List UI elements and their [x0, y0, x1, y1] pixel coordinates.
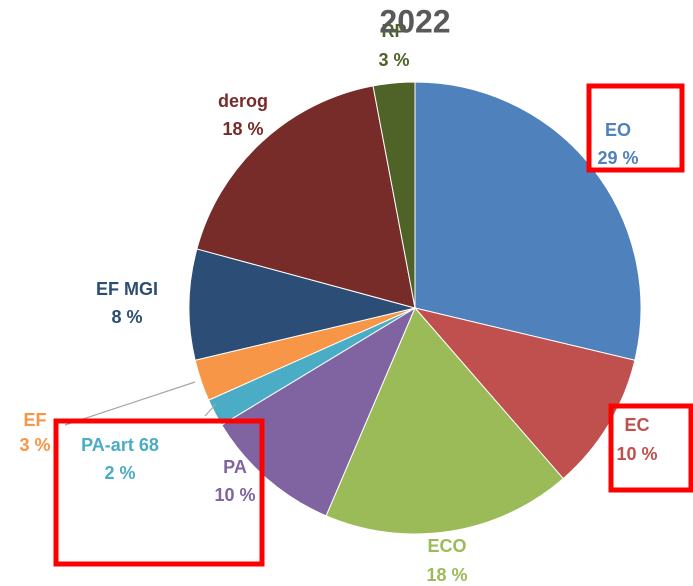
category-label: EO — [605, 120, 631, 140]
value-label: 18 % — [426, 565, 467, 585]
highlight-box — [586, 83, 685, 173]
value-label: 10 % — [616, 444, 657, 464]
leader-line — [64, 381, 196, 426]
value-label: 2 % — [104, 463, 135, 483]
pie-slice — [372, 81, 416, 309]
category-label: EF — [23, 410, 46, 430]
slices — [188, 81, 642, 535]
value-label: 3 % — [378, 50, 409, 70]
category-label: EC — [624, 415, 649, 435]
value-label: 10 % — [214, 485, 255, 505]
pie-slice — [325, 307, 564, 535]
category-label: derog — [218, 91, 268, 111]
labels: EO 29 % EC 10 % ECO 18 % PA 10 % PA-art 68 2 % EF 3… — [19, 21, 657, 585]
value-label: 3 % — [19, 435, 50, 455]
value-label: 8 % — [111, 307, 142, 327]
highlight-box — [53, 418, 265, 567]
category-label: RP — [381, 21, 406, 41]
pie-slice — [413, 307, 636, 480]
pie-slice — [196, 85, 416, 309]
chart-title: 2022 — [379, 3, 450, 39]
pie-slice — [220, 306, 417, 517]
leader-line — [204, 403, 217, 417]
category-label: EF MGI — [96, 279, 158, 299]
category-label: PA-art 68 — [81, 435, 159, 455]
value-label: 29 % — [597, 148, 638, 168]
highlight-box — [608, 403, 693, 493]
category-label: PA — [223, 457, 247, 477]
value-label: 18 % — [222, 119, 263, 139]
pie-slice — [188, 248, 416, 361]
category-label: ECO — [427, 536, 466, 556]
